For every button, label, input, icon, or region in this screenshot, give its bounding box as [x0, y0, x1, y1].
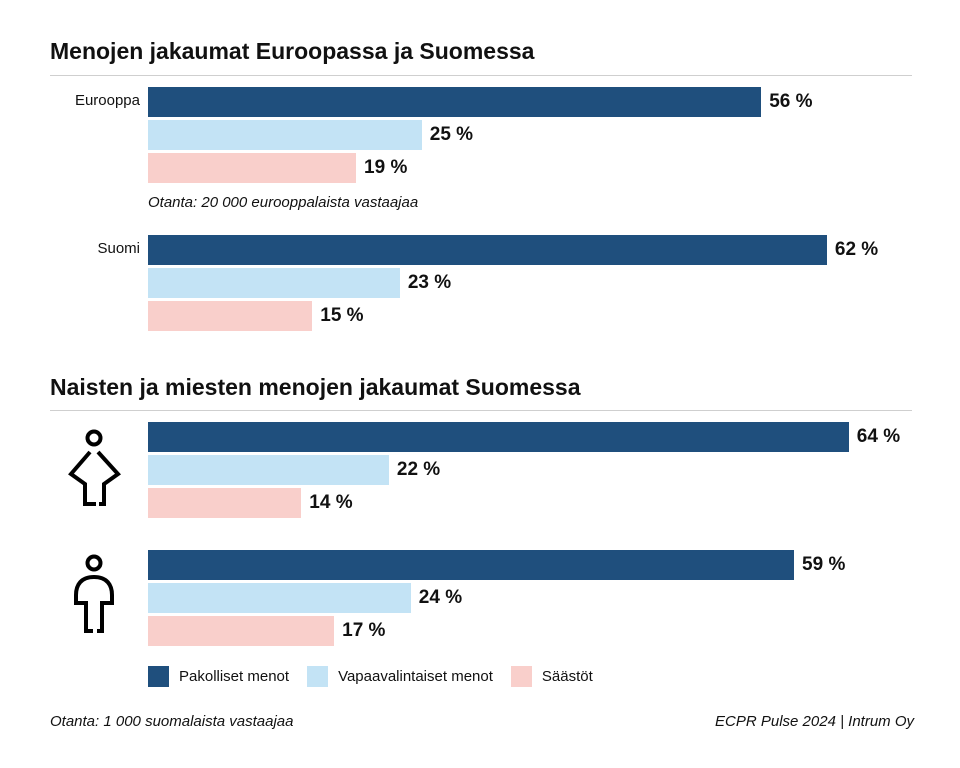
- legend: Pakolliset menot Vapaavalintaiset menot …: [148, 666, 593, 687]
- data-label: 17 %: [342, 620, 386, 641]
- bar-1: [148, 583, 411, 613]
- bar-0: [148, 550, 795, 580]
- bar-2: [148, 153, 357, 183]
- legend-label: Pakolliset menot: [179, 668, 290, 685]
- man-icon: [74, 554, 114, 633]
- woman-icon: [68, 429, 121, 506]
- legend-label: Säästöt: [541, 668, 593, 685]
- data-label: 23 %: [407, 272, 452, 293]
- bar-1: [148, 455, 389, 485]
- legend-item: Säästöt: [510, 666, 593, 687]
- data-label: 14 %: [309, 492, 353, 513]
- data-label: 15 %: [320, 305, 364, 326]
- legend-swatch: [307, 666, 329, 687]
- legend-label: Vapaavalintaiset menot: [338, 668, 493, 685]
- legend-item: Pakolliset menot: [148, 666, 289, 687]
- data-label: 56 %: [769, 91, 813, 112]
- bar-2: [148, 488, 302, 518]
- legend-swatch: [148, 666, 169, 687]
- bar-2: [148, 301, 313, 331]
- group-label-suomi: Suomi: [97, 240, 140, 257]
- group-label-eurooppa: Eurooppa: [74, 92, 140, 109]
- divider: [50, 75, 912, 76]
- sample-note-finland: Otanta: 1 000 suomalaista vastaajaa: [50, 713, 294, 730]
- bar-1: [148, 120, 422, 150]
- bar-0: [148, 422, 849, 452]
- sample-note-europe: Otanta: 20 000 eurooppalaista vastaajaa: [148, 194, 419, 211]
- data-label: 22 %: [396, 459, 441, 480]
- legend-swatch: [510, 666, 532, 687]
- data-label: 25 %: [429, 124, 474, 145]
- data-label: 19 %: [364, 157, 408, 178]
- legend-item: Vapaavalintaiset menot: [307, 666, 493, 687]
- chart-title-2: Naisten ja miesten menojen jakaumat Suom…: [50, 374, 581, 400]
- divider: [50, 410, 912, 411]
- source-note: ECPR Pulse 2024 | Intrum Oy: [715, 713, 914, 730]
- bar-0: [148, 87, 762, 117]
- chart-title-1: Menojen jakaumat Euroopassa ja Suomessa: [50, 38, 535, 64]
- data-label: 62 %: [834, 239, 879, 260]
- bar-0: [148, 235, 827, 265]
- data-label: 64 %: [856, 426, 901, 447]
- bar-1: [148, 268, 400, 298]
- data-label: 24 %: [418, 587, 463, 608]
- bar-2: [148, 616, 335, 646]
- data-label: 59 %: [802, 554, 846, 575]
